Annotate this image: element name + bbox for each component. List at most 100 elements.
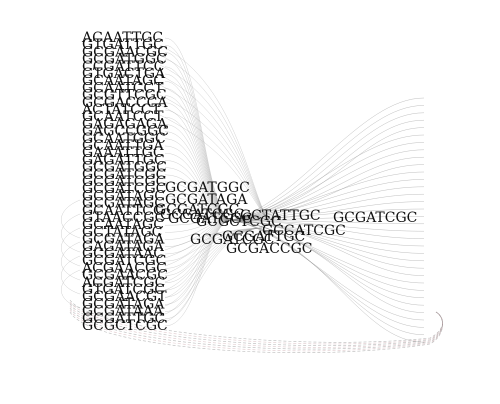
graph-edge: [69, 311, 443, 354]
graph-edge: [69, 299, 443, 343]
left-sequence-label: GTGACTGA: [82, 66, 166, 82]
graph-edge: [164, 66, 233, 221]
left-sequence-label: GCGATCGC: [82, 174, 166, 190]
graph-edge: [164, 196, 233, 221]
graph-edge: [164, 37, 233, 221]
edge-layer: [61, 37, 443, 354]
graph-edge: [164, 227, 263, 283]
graph-edge: [164, 227, 263, 251]
graph-edge: [164, 219, 233, 226]
center-sequence-label: GCGACCGC: [226, 241, 313, 257]
graph-edge: [164, 219, 233, 233]
graph-edge: [231, 127, 425, 221]
graph-edge: [231, 97, 425, 221]
graph-edge: [231, 219, 425, 328]
graph-edge: [164, 52, 233, 221]
left-sequence-label: GCAATCCT: [82, 80, 164, 96]
graph-edge: [164, 227, 263, 259]
left-sequence-label: GCGATGGC: [82, 52, 167, 68]
left-sequence-label: GCGACCCA: [82, 95, 168, 111]
left-sequence-label: GAGCCGGC: [82, 124, 169, 140]
graph-edge: [231, 219, 425, 313]
left-sequence-label: CCGATTCC: [82, 59, 164, 75]
left-sequence-label: ACTATCCT: [81, 102, 162, 118]
graph-edge: [231, 219, 425, 336]
graph-edge: [231, 193, 425, 221]
graph-edge: [159, 64, 273, 227]
center-sequence-label: GCCATCGC: [262, 223, 346, 239]
left-sequence-label: GCGCTCGC: [82, 318, 168, 334]
graph-edge: [231, 186, 425, 221]
graph-edge: [164, 80, 233, 221]
graph-edge: [159, 84, 273, 227]
left-sequence-label: GCAATCCT: [82, 109, 164, 125]
graph-edge: [164, 181, 233, 221]
graph-edge: [231, 219, 425, 247]
center-sequence-label: GCGATAGA: [165, 192, 248, 208]
graph-edge: [164, 160, 233, 221]
graph-edge: [164, 174, 233, 221]
left-sequence-label: GAGATTGC: [82, 152, 165, 168]
graph-edge: [164, 109, 233, 221]
graph-edge: [164, 227, 263, 291]
left-sequence-label: GCGATTGC: [82, 311, 165, 327]
left-sequence-label: GTGATTGC: [82, 37, 164, 53]
left-sequence-label: GCGATAAC: [82, 246, 164, 262]
left-sequence-label: GCGATCGC: [82, 253, 166, 269]
left-sequence-label: GCGAACGC: [82, 44, 168, 60]
graph-edge: [164, 219, 233, 240]
graph-edge: [231, 219, 425, 321]
graph-edge: [231, 219, 425, 343]
graph-edge: [164, 219, 233, 276]
left-sequence-label: GCGATAGC: [82, 196, 165, 212]
graph-edge: [164, 227, 263, 299]
graph-edge: [164, 219, 233, 262]
left-sequence-label: GCGTTCGC: [82, 88, 167, 104]
center-sequence-label: GCGATCGC: [155, 202, 239, 218]
left-sequence-label: GTAACCGC: [82, 210, 165, 226]
graph-edge: [231, 219, 425, 232]
graph-edge: [231, 216, 425, 221]
graph-edge: [164, 219, 233, 269]
graph-edge: [164, 227, 263, 267]
left-sequence-label: GAGAGAGA: [82, 116, 168, 132]
graph-edge: [231, 208, 425, 221]
graph-edge: [159, 94, 273, 227]
graph-edge: [231, 142, 425, 221]
left-sequence-column: ACAATTGCGTGATTGCGCGAACGCGCGATGGCCCGATTCC…: [81, 30, 169, 334]
left-sequence-label: GAGATAGA: [82, 239, 165, 255]
graph-edge: [231, 149, 425, 221]
left-sequence-label: GCGATCGC: [82, 167, 166, 183]
center-sequence-label: GCGCTCGC: [196, 214, 282, 230]
left-sequence-label: GCGATCGC: [82, 181, 166, 197]
left-sequence-label: GCGATAGA: [82, 296, 165, 312]
left-sequence-label: GCAATTGA: [82, 138, 164, 154]
left-sequence-label: GCGAACGT: [82, 289, 167, 305]
left-sequence-label: GCGATAAA: [82, 304, 164, 320]
graph-edge: [164, 219, 233, 284]
left-sequence-label: GCAATGGC: [82, 131, 166, 147]
graph-edge: [164, 210, 233, 221]
graph-edge: [231, 219, 425, 276]
graph-edge: [164, 59, 233, 221]
graph-edge: [164, 73, 233, 221]
center-sequence-label: GCTATTGC: [240, 208, 321, 224]
graph-edge: [164, 219, 233, 248]
graph-edge: [69, 309, 443, 352]
center-sequence-label: GCGATCGC: [190, 232, 274, 248]
right-sequence-label: GCGATCGC: [333, 210, 417, 226]
center-sequence-cluster: GCGATGGCGCGATAGAGCGATCGCGCGATCGCGCGATCGC…: [155, 180, 346, 257]
graph-edge: [159, 44, 273, 227]
left-sequence-label: GCGATAGC: [82, 188, 165, 204]
graph-edge: [159, 114, 273, 227]
graph-edge: [164, 188, 233, 221]
graph-edge: [231, 105, 425, 221]
left-sequence-label: ACGAACGC: [81, 260, 167, 276]
graph-edge: [231, 119, 425, 221]
graph-edge: [231, 179, 425, 221]
graph-edge: [231, 134, 425, 221]
left-sequence-label: ACGATCGC: [81, 275, 165, 291]
center-sequence-label: GCGATGGC: [165, 180, 250, 196]
center-sequence-label: GCGATCGC: [160, 207, 244, 223]
graph-edge: [164, 217, 233, 221]
